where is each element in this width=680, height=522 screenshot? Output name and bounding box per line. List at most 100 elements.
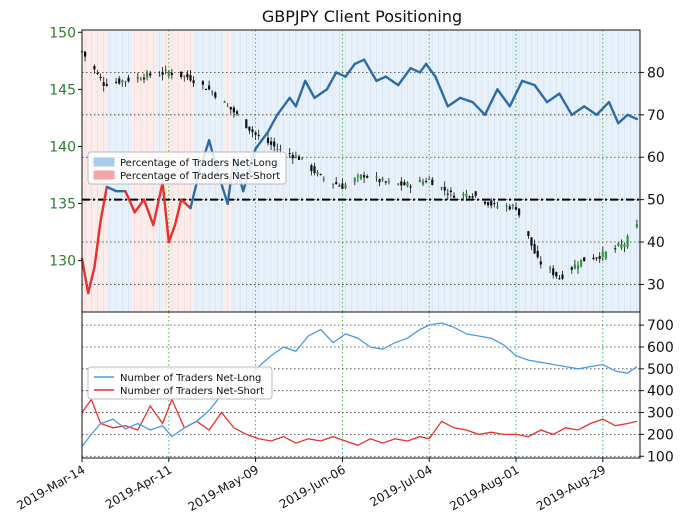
candle-body: [229, 106, 232, 110]
count-tick-label: 100: [647, 449, 674, 465]
percentage-legend: Percentage of Traders Net-Long Percentage…: [87, 151, 287, 185]
candle-body: [446, 193, 449, 195]
candle-body: [319, 174, 322, 176]
count-tick-label: 600: [647, 340, 674, 356]
candle-body: [204, 88, 208, 91]
candle-body: [211, 91, 214, 93]
candle-body: [595, 257, 598, 259]
percent-long-segment: [353, 58, 366, 66]
percent-long-segment: [304, 79, 316, 100]
candle-body: [232, 107, 235, 113]
candle-body: [359, 174, 363, 179]
candle-body: [530, 237, 533, 246]
candle-body: [558, 278, 561, 280]
percent-long-segment: [446, 96, 462, 108]
candle-body: [214, 92, 217, 98]
candle-body: [167, 71, 170, 76]
candle-body: [462, 193, 465, 196]
price-candlesticks: [80, 50, 638, 281]
candle-body: [149, 73, 152, 76]
count-tick-label: 400: [647, 384, 674, 400]
candle-body: [127, 77, 130, 82]
candle-body: [514, 207, 518, 210]
candle-body: [601, 251, 604, 258]
candle-body: [294, 155, 297, 158]
date-tick-label: 2019-Apr-11: [103, 462, 174, 511]
net-short-count-line: [81, 397, 638, 447]
percent-long-segment: [409, 66, 422, 74]
percent-long-segment: [167, 223, 177, 244]
candle-body: [536, 250, 539, 258]
percent-long-segment: [86, 266, 96, 295]
candle-body: [443, 186, 446, 191]
candle-body: [316, 172, 319, 174]
candle-body: [626, 236, 629, 247]
candle-body: [344, 184, 347, 188]
candle-body: [474, 191, 477, 196]
candle-body: [338, 185, 341, 187]
percent-tick-label: 60: [647, 150, 665, 166]
percent-long-segment: [173, 198, 183, 227]
candle-body: [375, 176, 378, 178]
bottom-panel-frame: [81, 311, 641, 459]
legend-box: [87, 366, 273, 400]
percent-long-segment: [471, 100, 487, 117]
price-tick-label: 145: [49, 82, 76, 98]
candle-body: [487, 202, 490, 206]
candle-body: [93, 66, 96, 70]
candle-body: [341, 183, 344, 189]
candle-body: [124, 81, 127, 83]
chart-title: GBPJPY Client Positioning: [262, 7, 462, 26]
candle-body: [356, 175, 359, 177]
candle-body: [465, 193, 468, 197]
date-tick-label: 2019-Mar-14: [14, 462, 87, 512]
candle-body: [102, 82, 105, 86]
price-tick-label: 140: [49, 139, 76, 155]
candle-body: [226, 105, 229, 107]
candle-body: [146, 72, 149, 78]
percent-long-segment: [105, 185, 118, 193]
candle-body: [576, 265, 580, 269]
candle-body: [142, 77, 146, 80]
count-tick-label: 300: [647, 406, 674, 422]
candle-body: [118, 78, 121, 84]
candle-body: [397, 183, 400, 185]
candle-body: [418, 179, 421, 183]
price-tick-label: 130: [49, 254, 76, 270]
legend-label: Number of Traders Net-Long: [120, 373, 261, 384]
candle-body: [598, 256, 601, 259]
candle-body: [251, 129, 254, 133]
legend-box: [87, 151, 287, 185]
candle-body: [273, 141, 276, 147]
percent-long-segment: [496, 88, 511, 108]
legend-label: Percentage of Traders Net-Long: [120, 158, 278, 169]
candle-body: [313, 166, 316, 174]
date-axis: 2019-Mar-14 2019-Apr-11 2019-May-09 2019-Ju…: [14, 458, 608, 514]
percent-long-segment: [459, 96, 474, 104]
candle-body: [449, 190, 452, 193]
candle-body: [235, 111, 239, 114]
date-tick-label: 2019-Jun-06: [277, 462, 348, 511]
candle-body: [539, 261, 542, 265]
candle-body: [440, 187, 443, 189]
candle-body: [248, 126, 251, 131]
candle-body: [279, 148, 282, 150]
percent-long-segment: [152, 181, 164, 227]
candle-body: [552, 268, 555, 276]
candle-body: [297, 156, 301, 160]
candle-body: [322, 178, 325, 180]
candle-body: [617, 243, 620, 246]
percent-long-segment: [325, 71, 338, 91]
candle-body: [468, 196, 471, 198]
candle-body: [332, 183, 335, 185]
candle-body: [291, 154, 294, 159]
percent-long-segment: [80, 257, 90, 295]
percent-long-segment: [595, 100, 611, 117]
candle-body: [400, 181, 403, 186]
percent-long-segment: [133, 198, 146, 214]
percent-long-segment: [384, 75, 400, 87]
percent-long-segment: [570, 105, 586, 117]
candle-body: [164, 69, 167, 71]
candle-body: [493, 203, 496, 205]
